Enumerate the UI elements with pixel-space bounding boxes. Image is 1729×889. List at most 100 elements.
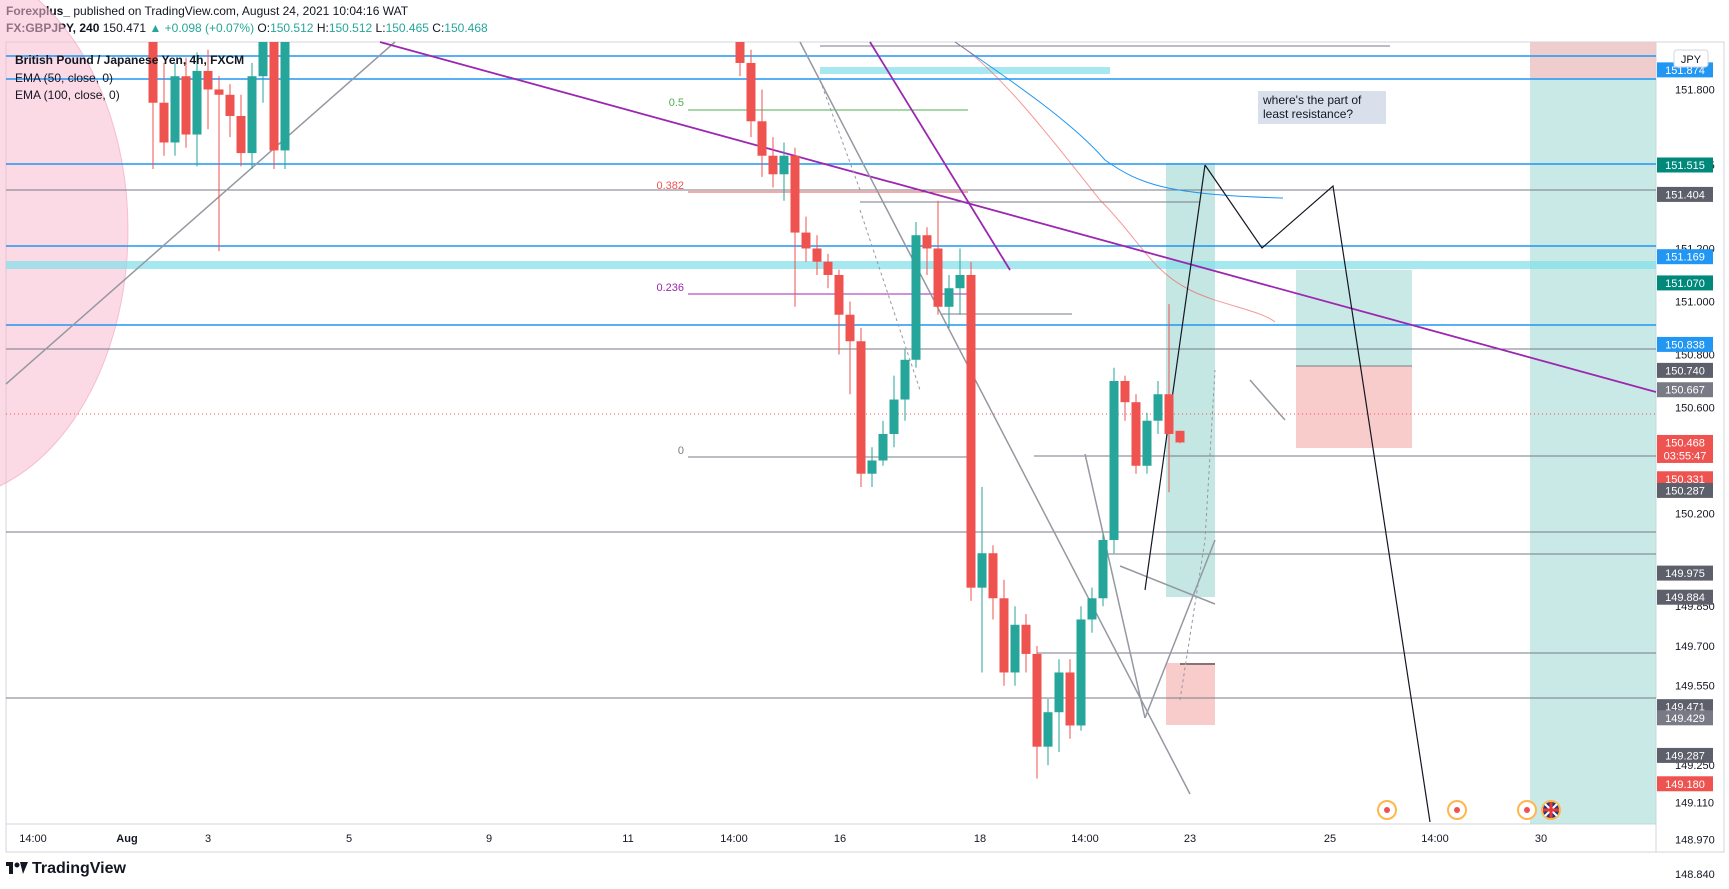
price-label-bg bbox=[1657, 589, 1713, 605]
currency-badge[interactable] bbox=[1673, 49, 1709, 68]
candle-body bbox=[790, 155, 800, 233]
short-position-profit bbox=[1296, 270, 1412, 366]
candle-35 bbox=[977, 486, 987, 673]
time-axis[interactable]: 14:00 Aug 3 5 9 11 14:00 16 18 14:00 23 25 14:00 30 bbox=[19, 833, 1547, 845]
candle-6 bbox=[214, 76, 224, 252]
legend-ema100[interactable]: EMA (100, close, 0) bbox=[15, 88, 120, 102]
candle-body bbox=[911, 235, 921, 360]
price-label-6: 151.070 bbox=[1657, 275, 1713, 291]
candle-11 bbox=[269, 42, 279, 169]
candle-46 bbox=[1098, 534, 1108, 607]
open-value: 150.512 bbox=[270, 21, 314, 35]
candle-50 bbox=[1142, 412, 1152, 474]
candle-body bbox=[900, 359, 910, 400]
legend-ema50[interactable]: EMA (50, close, 0) bbox=[15, 71, 114, 85]
time-tick-0: 14:00 bbox=[19, 833, 47, 845]
candle-21 bbox=[823, 253, 833, 289]
price-tick-4: 150.800 bbox=[1675, 349, 1715, 361]
countdown-text: 03:55:47 bbox=[1664, 450, 1707, 462]
last-price: 150.471 bbox=[102, 21, 147, 35]
candle-37 bbox=[999, 579, 1009, 686]
fib-label-0: 0 bbox=[678, 445, 684, 457]
candle-9 bbox=[247, 62, 257, 169]
candle-34 bbox=[966, 261, 976, 601]
candle-body bbox=[269, 42, 279, 151]
price-label-bg bbox=[1657, 275, 1713, 291]
candle-8 bbox=[236, 94, 246, 167]
candle-32 bbox=[944, 274, 954, 328]
brand-name: TradingView bbox=[32, 860, 126, 877]
price-label-7: 150.838 bbox=[1657, 336, 1713, 352]
price-label-12: 150.287 bbox=[1657, 482, 1713, 498]
open-label: O: bbox=[257, 21, 271, 35]
candle-body bbox=[1131, 402, 1141, 466]
time-tick-3: 5 bbox=[346, 833, 352, 845]
ema-50-line bbox=[954, 41, 1276, 323]
candle-body bbox=[192, 70, 202, 135]
candle-24 bbox=[856, 327, 866, 487]
price-tick-0: 151.800 bbox=[1675, 84, 1715, 96]
price-tick-10: 149.250 bbox=[1675, 760, 1715, 772]
candle-51 bbox=[1153, 380, 1163, 434]
candle-body bbox=[878, 433, 888, 461]
long-position-loss bbox=[1166, 663, 1215, 725]
time-tick-12: 14:00 bbox=[1421, 833, 1449, 845]
candle-body bbox=[1109, 380, 1119, 540]
price-label-text: 149.975 bbox=[1665, 568, 1705, 580]
candle-body bbox=[181, 76, 191, 135]
candle-49 bbox=[1131, 394, 1141, 474]
annotation-box[interactable] bbox=[1258, 91, 1386, 124]
price-label-11: 150.331 bbox=[1657, 471, 1713, 487]
price-label-text: 149.884 bbox=[1665, 592, 1705, 604]
candle-body bbox=[735, 42, 745, 63]
event-markers[interactable] bbox=[1377, 800, 1561, 820]
price-label-text: 150.468 bbox=[1665, 437, 1705, 449]
candle-body bbox=[1032, 653, 1042, 747]
close-value: 150.468 bbox=[444, 21, 488, 35]
time-tick-7: 16 bbox=[834, 833, 846, 845]
price-label-18: 149.180 bbox=[1657, 776, 1713, 792]
candle-44 bbox=[1076, 606, 1086, 731]
fib-label-0.382: 0.382 bbox=[656, 180, 684, 192]
price-label-bg bbox=[1657, 747, 1713, 763]
candle-body bbox=[148, 42, 158, 103]
candle-body bbox=[977, 553, 987, 588]
price-label-17: 149.287 bbox=[1657, 747, 1713, 763]
candle-26 bbox=[878, 420, 888, 466]
tradingview-brand[interactable]: TradingView bbox=[6, 860, 126, 878]
price-tick-6: 150.200 bbox=[1675, 508, 1715, 520]
low-value: 150.465 bbox=[385, 21, 429, 35]
candle-36 bbox=[988, 545, 998, 620]
candle-body bbox=[779, 155, 789, 175]
price-label-bg bbox=[1657, 382, 1713, 398]
time-tick-1: Aug bbox=[116, 833, 137, 845]
close-label: C: bbox=[432, 21, 445, 35]
price-label-bg bbox=[1657, 157, 1713, 173]
candle-body bbox=[159, 102, 169, 143]
candle-body bbox=[1021, 624, 1031, 654]
candle-body bbox=[1054, 672, 1064, 713]
candle-body bbox=[988, 553, 998, 599]
annotation-text[interactable]: where's the part of least resistance? bbox=[1262, 93, 1365, 121]
candle-38 bbox=[1010, 606, 1020, 686]
candle-30 bbox=[922, 227, 932, 275]
candle-body bbox=[922, 235, 932, 249]
candle-body bbox=[757, 121, 767, 156]
time-tick-2: 3 bbox=[205, 833, 211, 845]
fib-label-0.5: 0.5 bbox=[669, 97, 684, 109]
legend-title: British Pound / Japanese Yen, 4h, FXCM bbox=[15, 53, 245, 67]
candle-7 bbox=[225, 84, 235, 138]
candle-body bbox=[1142, 420, 1152, 466]
time-tick-10: 23 bbox=[1184, 833, 1196, 845]
price-labels: 151.874151.515151.515151.515151.404151.1… bbox=[1657, 62, 1713, 792]
highlight-ellipse bbox=[0, 0, 129, 487]
candle-43 bbox=[1065, 659, 1075, 739]
candle-body bbox=[1076, 619, 1086, 726]
candle-body bbox=[1164, 394, 1174, 434]
short-position-loss bbox=[1296, 366, 1412, 448]
price-tick-3: 151.000 bbox=[1675, 296, 1715, 308]
candle-2 bbox=[170, 62, 180, 156]
zones bbox=[0, 0, 1656, 824]
